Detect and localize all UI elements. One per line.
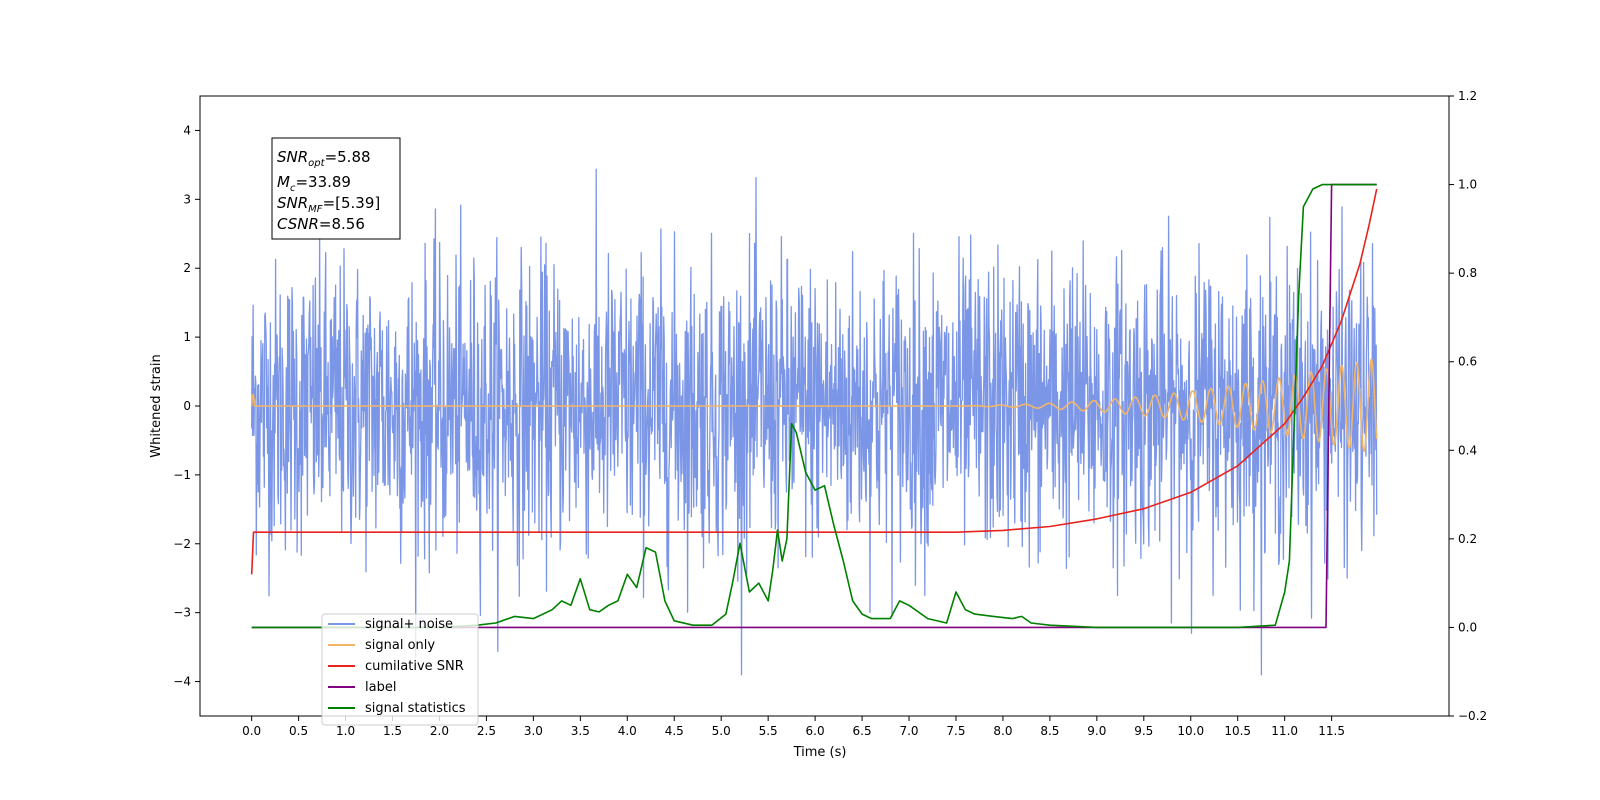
y-right-tick-label: 0.0 [1458, 620, 1477, 634]
y-axis-label-left: Whitened strain [149, 354, 164, 457]
x-tick-label: 6.0 [806, 724, 825, 738]
x-axis-ticks: 0.0 0.5 1.0 1.5 2.0 2.5 3.0 3.5 4.0 4.5 5.0 5.5 6.0 6… [242, 716, 1345, 738]
x-tick-label: 7.5 [946, 724, 965, 738]
series-line-signal-noise [251, 168, 1378, 676]
y-right-tick-label: 0.2 [1458, 532, 1477, 546]
x-tick-label: 2.5 [477, 724, 496, 738]
stats-csnr: CSNR=8.56 [277, 215, 365, 233]
x-tick-label: 11.0 [1271, 724, 1298, 738]
x-tick-label: 8.5 [1040, 724, 1059, 738]
y-right-tick-label: 0.8 [1458, 266, 1477, 280]
legend-label-signal-only: signal only [365, 638, 435, 653]
y-right-tick-label: 1.0 [1458, 178, 1477, 192]
x-tick-label: 11.5 [1318, 724, 1345, 738]
y-left-tick-label: −2 [173, 537, 191, 551]
y-right-axis-ticks: 1.2 1.0 0.8 0.6 0.4 0.2 0.0 −0.2 [1449, 89, 1487, 723]
x-tick-label: 9.5 [1134, 724, 1153, 738]
y-left-axis-ticks: 4 3 2 1 0 −1 −2 −3 −4 [173, 123, 200, 689]
stats-snr-mf: SNRMF=[5.39] [277, 194, 380, 215]
legend: signal+ noise signal only cumilative SNR la… [321, 613, 479, 726]
x-tick-label: 3.5 [571, 724, 590, 738]
x-tick-label: 10.5 [1224, 724, 1251, 738]
x-tick-label: 5.5 [759, 724, 778, 738]
x-tick-label: 1.5 [383, 724, 402, 738]
y-left-tick-label: −3 [173, 606, 191, 620]
x-tick-label: 0.5 [289, 724, 308, 738]
y-left-tick-label: 0 [183, 399, 191, 413]
series-line-cumilative-snr [250, 188, 1378, 575]
stats-box-frame [271, 137, 401, 240]
legend-label-label: label [365, 680, 396, 695]
legend-frame [321, 613, 479, 726]
y-left-tick-label: 4 [183, 123, 191, 137]
y-right-tick-label: 1.2 [1458, 89, 1477, 103]
x-tick-label: 10.0 [1177, 724, 1204, 738]
x-tick-label: 1.0 [336, 724, 355, 738]
x-axis-label: Time (s) [793, 745, 847, 760]
legend-label-cumilative-snr: cumilative SNR [365, 659, 464, 674]
y-right-tick-label: −0.2 [1458, 709, 1487, 723]
legend-label-signal-noise: signal+ noise [365, 617, 453, 632]
x-tick-label: 4.5 [665, 724, 684, 738]
y-right-tick-label: 0.4 [1458, 443, 1477, 457]
stats-snr-opt: SNRopt=5.88 [277, 148, 371, 169]
stats-box: SNRopt=5.88 Mc=33.89 SNRMF=[5.39] CSNR=8… [271, 137, 401, 240]
y-left-tick-label: 2 [183, 261, 191, 275]
x-tick-label: 3.0 [524, 724, 543, 738]
y-left-tick-label: −4 [173, 675, 191, 689]
series-line-signal-statistics [251, 183, 1377, 629]
x-tick-label: 6.5 [853, 724, 872, 738]
x-tick-label: 7.0 [899, 724, 918, 738]
series-line-signal-only [250, 358, 1378, 452]
series-layer [250, 168, 1378, 676]
x-tick-label: 8.0 [993, 724, 1012, 738]
stats-mc: Mc=33.89 [277, 173, 351, 194]
y-left-tick-label: −1 [173, 468, 191, 482]
y-right-tick-label: 0.6 [1458, 355, 1477, 369]
x-tick-label: 4.0 [618, 724, 637, 738]
x-tick-label: 0.0 [242, 724, 261, 738]
y-left-tick-label: 3 [183, 192, 191, 206]
legend-label-signal-statistics: signal statistics [365, 701, 466, 716]
y-left-tick-label: 1 [183, 330, 191, 344]
x-tick-label: 5.0 [712, 724, 731, 738]
x-tick-label: 2.0 [430, 724, 449, 738]
x-tick-label: 9.0 [1087, 724, 1106, 738]
